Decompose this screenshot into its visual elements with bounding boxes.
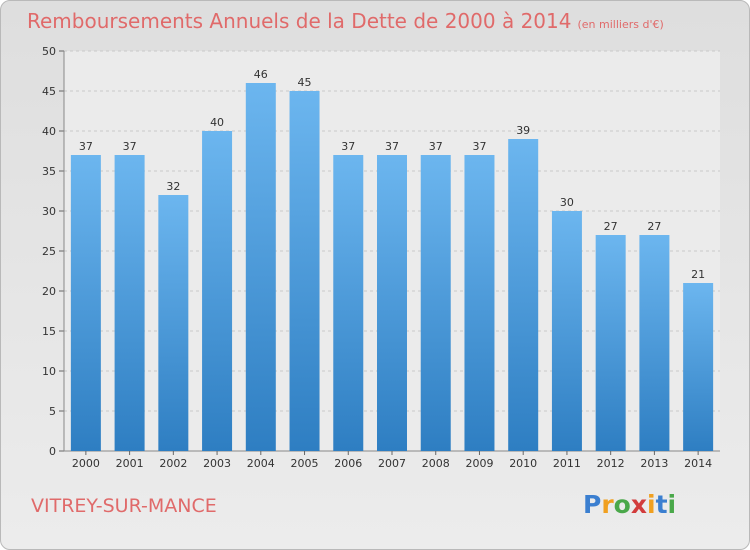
x-tick-label: 2007: [378, 457, 406, 470]
bar: [333, 155, 364, 451]
y-tick-label: 10: [42, 365, 56, 378]
bar: [683, 283, 714, 451]
y-tick-label: 40: [42, 125, 56, 138]
chart-unit: (en milliers d'€): [577, 18, 664, 31]
commune-name: VITREY-SUR-MANCE: [31, 495, 217, 517]
bar-value-label: 37: [123, 140, 137, 153]
bar: [420, 155, 451, 451]
y-tick-label: 45: [42, 85, 56, 98]
y-tick-label: 5: [49, 405, 56, 418]
bar-value-label: 30: [560, 196, 574, 209]
bar-value-label: 32: [166, 180, 180, 193]
bar: [595, 235, 626, 451]
bar-value-label: 37: [341, 140, 355, 153]
bar: [245, 83, 276, 451]
x-tick-label: 2012: [597, 457, 625, 470]
proxiti-logo: Proxiti: [583, 490, 676, 519]
y-tick-label: 25: [42, 245, 56, 258]
x-tick-label: 2004: [247, 457, 275, 470]
x-tick-label: 2014: [684, 457, 712, 470]
y-tick-label: 20: [42, 285, 56, 298]
x-tick-label: 2008: [422, 457, 450, 470]
bar: [508, 139, 539, 451]
bar-value-label: 39: [516, 124, 530, 137]
bar-value-label: 37: [429, 140, 443, 153]
bar: [639, 235, 670, 451]
chart-title-text: Remboursements Annuels de la Dette de 20…: [27, 9, 572, 33]
bar-value-label: 21: [691, 268, 705, 281]
bar-value-label: 37: [385, 140, 399, 153]
bar: [464, 155, 495, 451]
logo-letter: x: [630, 490, 647, 519]
x-tick-label: 2001: [116, 457, 144, 470]
bar: [551, 211, 582, 451]
bar-value-label: 27: [604, 220, 618, 233]
x-tick-label: 2011: [553, 457, 581, 470]
x-tick-label: 2002: [159, 457, 187, 470]
y-tick-label: 15: [42, 325, 56, 338]
bar-value-label: 46: [254, 68, 268, 81]
y-tick-label: 0: [49, 445, 56, 458]
logo-letter: i: [667, 490, 677, 519]
x-tick-label: 2003: [203, 457, 231, 470]
bar-value-label: 45: [298, 76, 312, 89]
bar: [158, 195, 189, 451]
logo-letter: o: [613, 490, 631, 519]
y-tick-label: 30: [42, 205, 56, 218]
x-tick-label: 2013: [640, 457, 668, 470]
bar-value-label: 40: [210, 116, 224, 129]
x-tick-label: 2005: [291, 457, 319, 470]
bar: [114, 155, 145, 451]
bar-value-label: 37: [472, 140, 486, 153]
logo-letter: t: [655, 490, 668, 519]
y-tick-label: 35: [42, 165, 56, 178]
chart-title: Remboursements Annuels de la Dette de 20…: [27, 9, 664, 33]
logo-letter: i: [647, 490, 656, 519]
x-tick-label: 2010: [509, 457, 537, 470]
x-tick-label: 2006: [334, 457, 362, 470]
bar: [202, 131, 233, 451]
x-tick-label: 2009: [465, 457, 493, 470]
bar: [70, 155, 101, 451]
y-tick-label: 50: [42, 45, 56, 58]
logo-letter: P: [583, 490, 602, 519]
bar: [377, 155, 407, 451]
logo-letter: r: [601, 490, 614, 519]
bar-value-label: 27: [647, 220, 661, 233]
x-tick-label: 2000: [72, 457, 100, 470]
bar: [289, 91, 320, 451]
bar-value-label: 37: [79, 140, 93, 153]
